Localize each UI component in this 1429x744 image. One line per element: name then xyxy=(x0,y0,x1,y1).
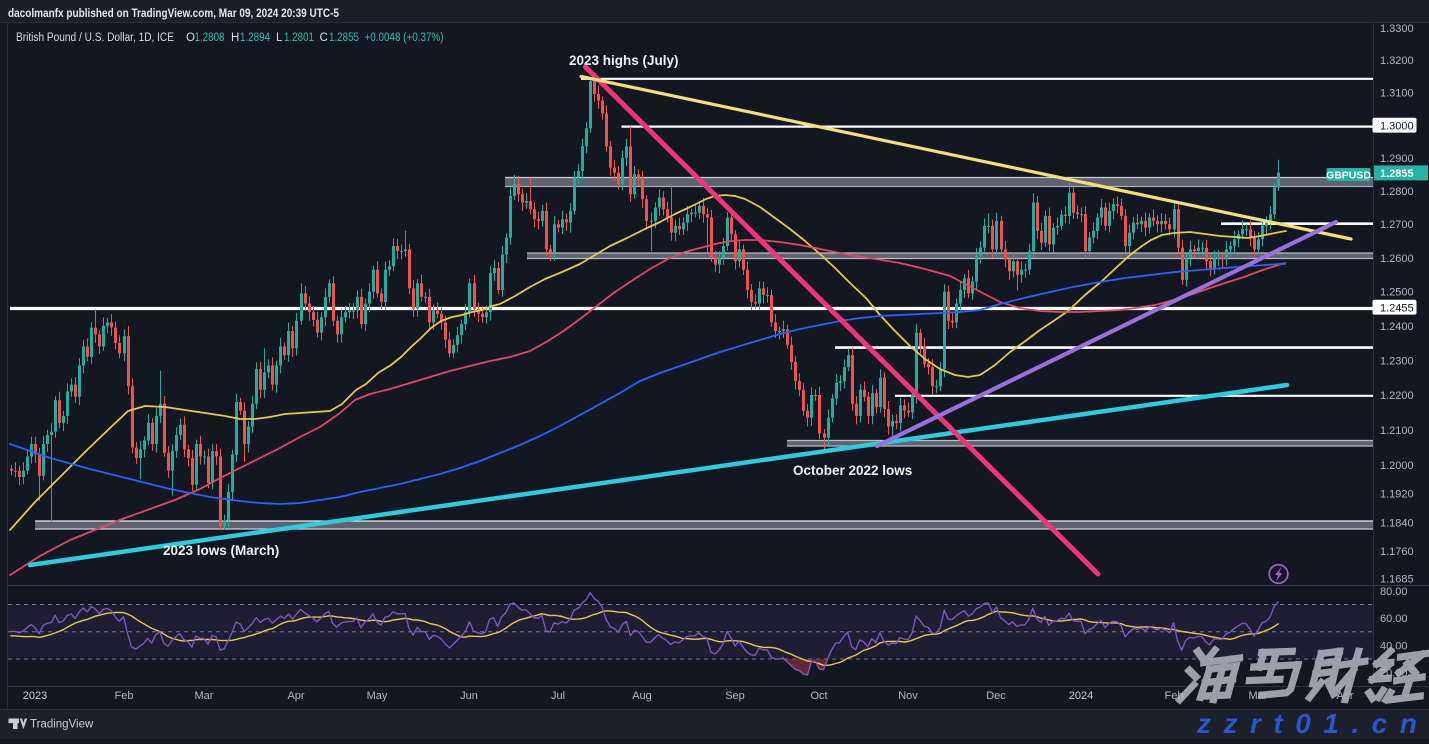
svg-text:1.2400: 1.2400 xyxy=(1380,321,1414,333)
svg-text:1.2000: 1.2000 xyxy=(1380,460,1414,472)
svg-text:zzrt01.cn: zzrt01.cn xyxy=(1196,708,1429,739)
svg-text:1.3000: 1.3000 xyxy=(1380,120,1414,132)
svg-text:1.2894: 1.2894 xyxy=(240,32,271,44)
svg-text:1.1760: 1.1760 xyxy=(1380,546,1414,558)
svg-text:1.2500: 1.2500 xyxy=(1380,287,1414,299)
svg-text:40.00: 40.00 xyxy=(1380,640,1408,652)
svg-text:20.00: 20.00 xyxy=(1380,668,1408,680)
svg-text:Feb: Feb xyxy=(115,690,134,702)
svg-text:80.00: 80.00 xyxy=(1380,586,1408,598)
svg-text:1.1840: 1.1840 xyxy=(1380,517,1414,529)
svg-text:2023 lows (March): 2023 lows (March) xyxy=(163,543,279,558)
svg-text:1.2855: 1.2855 xyxy=(1380,168,1414,180)
svg-text:60.00: 60.00 xyxy=(1380,613,1408,625)
svg-text:C: C xyxy=(320,32,328,44)
svg-text:Jun: Jun xyxy=(460,690,478,702)
svg-text:GBPUSD: GBPUSD xyxy=(1326,170,1371,182)
svg-text:Sep: Sep xyxy=(725,690,745,702)
svg-text:1.2100: 1.2100 xyxy=(1380,425,1414,437)
svg-text:May: May xyxy=(367,690,388,702)
svg-text:Aug: Aug xyxy=(632,690,652,702)
svg-text:1.2600: 1.2600 xyxy=(1380,253,1414,265)
svg-text:Jul: Jul xyxy=(551,690,565,702)
svg-text:1.3100: 1.3100 xyxy=(1380,87,1414,99)
svg-text:1.2200: 1.2200 xyxy=(1380,390,1414,402)
svg-text:L: L xyxy=(276,32,283,44)
svg-text:1.3300: 1.3300 xyxy=(1380,23,1414,35)
svg-text:October 2022 lows: October 2022 lows xyxy=(793,463,912,478)
svg-text:1.2700: 1.2700 xyxy=(1380,219,1414,231)
svg-text:1.1920: 1.1920 xyxy=(1380,489,1414,501)
svg-text:2023 highs (July): 2023 highs (July) xyxy=(569,53,679,68)
svg-text:1.2855: 1.2855 xyxy=(329,32,359,44)
svg-text:1.2800: 1.2800 xyxy=(1380,186,1414,198)
svg-text:O: O xyxy=(186,32,195,44)
svg-text:2023: 2023 xyxy=(23,690,47,702)
svg-text:1.2808: 1.2808 xyxy=(195,32,225,44)
svg-text:1.2801: 1.2801 xyxy=(284,32,314,44)
svg-text:H: H xyxy=(231,32,239,44)
svg-text:1.1685: 1.1685 xyxy=(1380,573,1414,585)
svg-text:Oct: Oct xyxy=(810,690,827,702)
svg-text:Mar: Mar xyxy=(195,690,214,702)
svg-text:+0.0048 (+0.37%): +0.0048 (+0.37%) xyxy=(365,32,444,44)
svg-text:1.2300: 1.2300 xyxy=(1380,355,1414,367)
svg-text:TradingView: TradingView xyxy=(30,719,94,731)
svg-text:dacolmanfx published on Tradin: dacolmanfx published on TradingView.com,… xyxy=(8,8,340,20)
svg-text:British Pound / U.S. Dollar, 1: British Pound / U.S. Dollar, 1D, ICE xyxy=(16,32,174,44)
svg-text:1.2900: 1.2900 xyxy=(1380,153,1414,165)
svg-text:1.3200: 1.3200 xyxy=(1380,55,1414,67)
svg-text:Nov: Nov xyxy=(898,690,918,702)
svg-text:Apr: Apr xyxy=(287,690,304,702)
svg-text:Dec: Dec xyxy=(986,690,1006,702)
svg-text:1.2455: 1.2455 xyxy=(1380,302,1414,314)
svg-text:2024: 2024 xyxy=(1069,690,1093,702)
